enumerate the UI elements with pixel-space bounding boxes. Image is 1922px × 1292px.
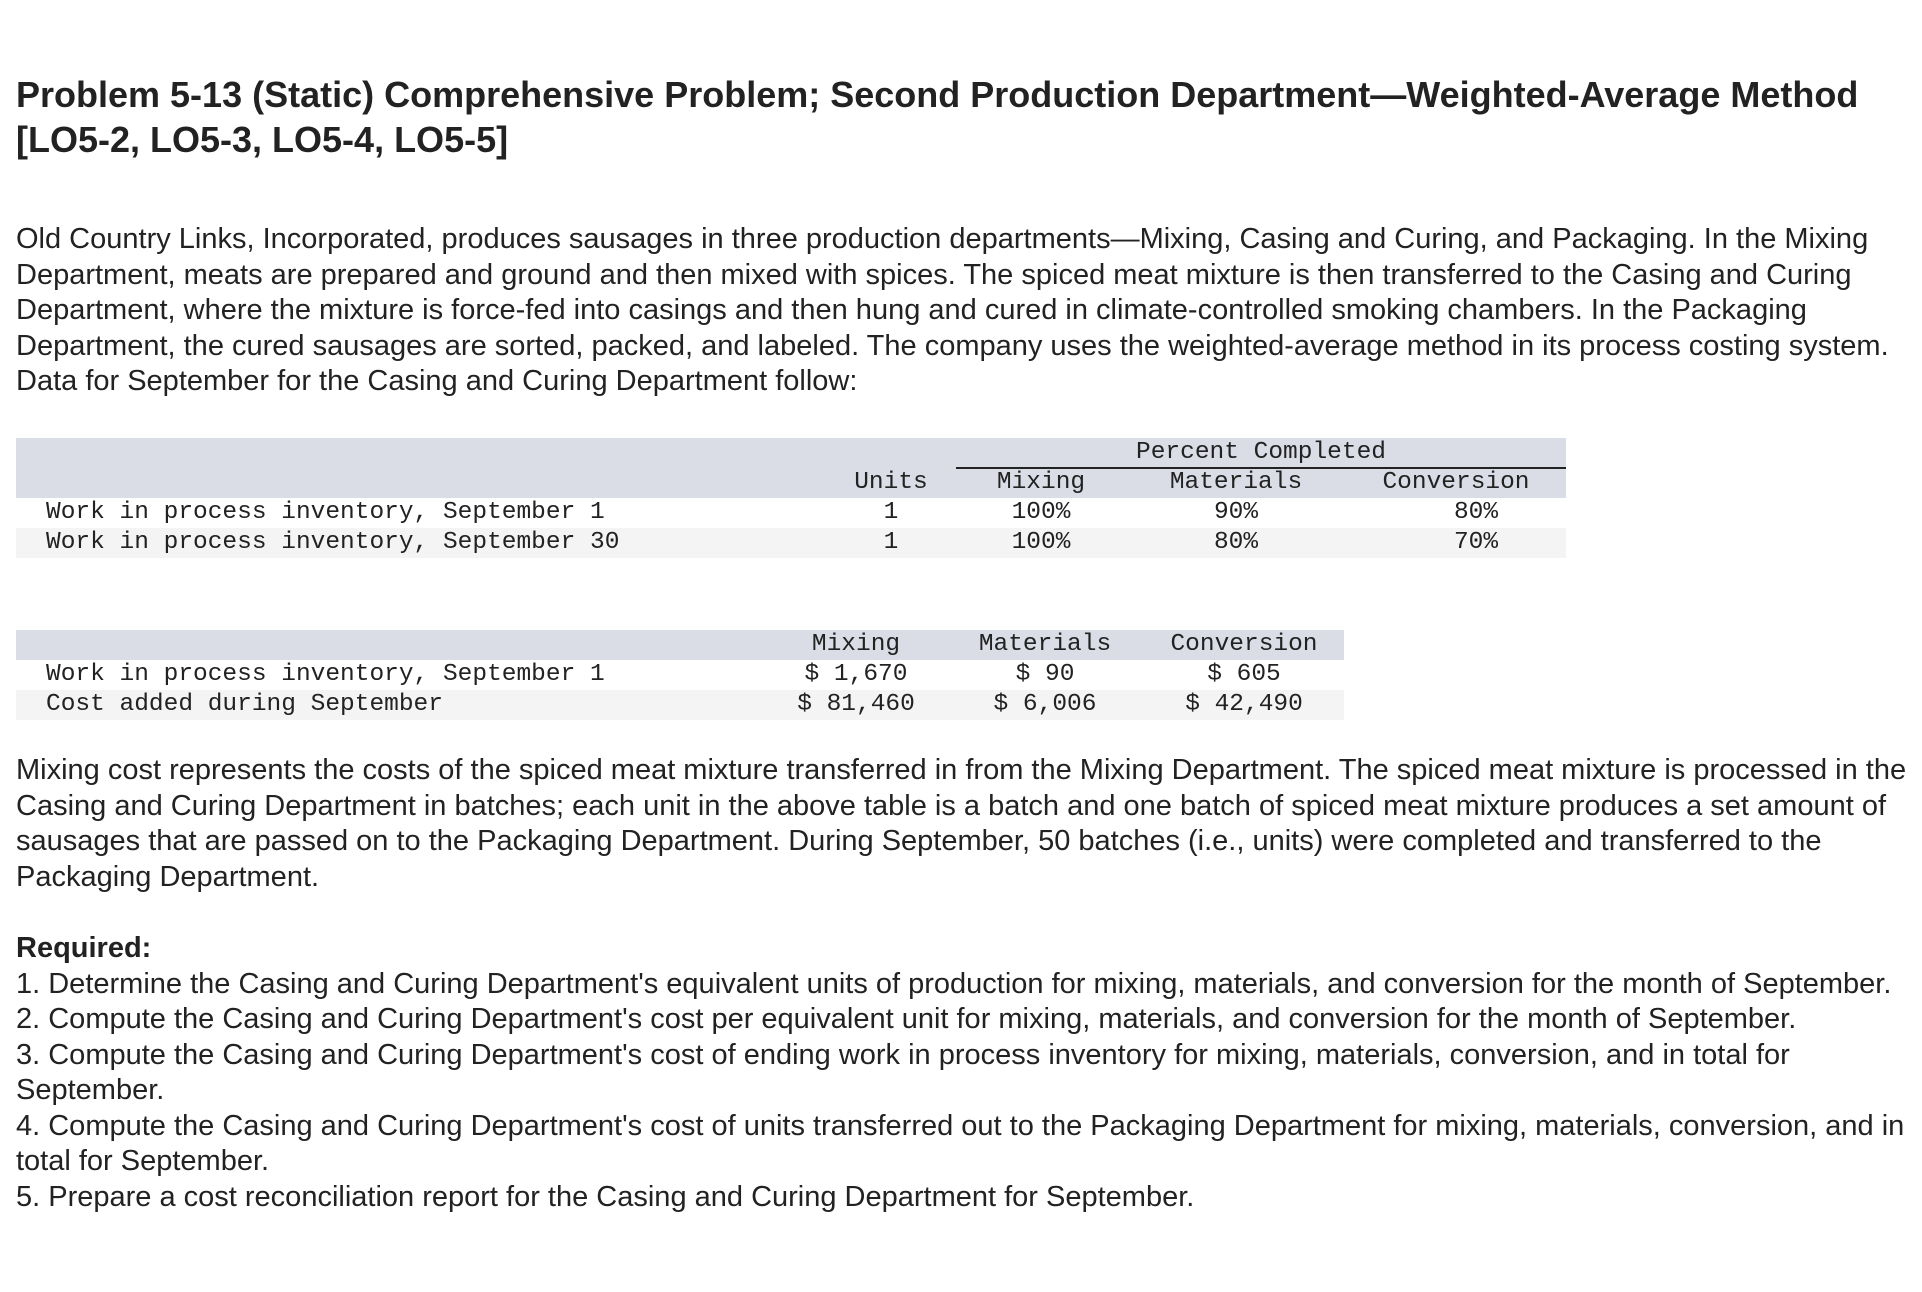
col-header-mixing: Mixing: [956, 468, 1126, 498]
col-header-materials: Materials: [1126, 468, 1346, 498]
units-cell: 1: [826, 498, 956, 528]
table-row: Cost added during September $ 81,460 $ 6…: [16, 690, 1344, 720]
table-row: Work in process inventory, September 1 1…: [16, 498, 1567, 528]
materials-cell: 80%: [1126, 528, 1346, 558]
units-table-header-row: Units Mixing Materials Conversion: [16, 468, 1567, 498]
required-item-2: 2. Compute the Casing and Curing Departm…: [16, 1003, 1797, 1035]
col-header-units: Units: [826, 468, 956, 498]
required-item-5: 5. Prepare a cost reconciliation report …: [16, 1180, 1195, 1213]
mixing-cost-paragraph: Mixing cost represents the costs of the …: [16, 754, 1907, 893]
units-cell: 1: [826, 528, 956, 558]
required-section: Required: 1. Determine the Casing and Cu…: [16, 931, 1911, 1215]
col-header-materials: Materials: [946, 630, 1144, 660]
mixing-cost-cell: $ 1,670: [766, 660, 946, 690]
cost-table-header-row: Mixing Materials Conversion: [16, 630, 1344, 660]
conversion-cost-cell: $ 605: [1144, 660, 1344, 690]
materials-cost-cell: $ 90: [946, 660, 1144, 690]
mixing-cell: 100%: [956, 528, 1126, 558]
conversion-cost-cell: $ 42,490: [1144, 690, 1344, 720]
row-label: Work in process inventory, September 1: [16, 660, 766, 690]
cost-table: Mixing Materials Conversion Work in proc…: [16, 630, 1344, 720]
col-header-conversion: Conversion: [1144, 630, 1344, 660]
col-header-conversion: Conversion: [1346, 468, 1567, 498]
required-item-4: 4. Compute the Casing and Curing Departm…: [16, 1109, 1905, 1178]
conversion-cell: 70%: [1346, 528, 1567, 558]
intro-paragraph: Old Country Links, Incorporated, produce…: [16, 223, 1889, 397]
mixing-cell: 100%: [956, 498, 1126, 528]
units-table-group-header-row: Percent Completed: [16, 438, 1567, 468]
row-label: Cost added during September: [16, 690, 766, 720]
required-item-3: 3. Compute the Casing and Curing Departm…: [16, 1038, 1790, 1107]
row-label: Work in process inventory, September 1: [16, 498, 826, 528]
materials-cell: 90%: [1126, 498, 1346, 528]
percent-completed-header: Percent Completed: [956, 438, 1567, 468]
table-row: Work in process inventory, September 30 …: [16, 528, 1567, 558]
conversion-cell: 80%: [1346, 498, 1567, 528]
col-header-mixing: Mixing: [766, 630, 946, 660]
materials-cost-cell: $ 6,006: [946, 690, 1144, 720]
row-label: Work in process inventory, September 30: [16, 528, 826, 558]
mixing-cost-cell: $ 81,460: [766, 690, 946, 720]
table-row: Work in process inventory, September 1 $…: [16, 660, 1344, 690]
required-item-1: 1. Determine the Casing and Curing Depar…: [16, 967, 1892, 1000]
problem-title: Problem 5-13 (Static) Comprehensive Prob…: [16, 74, 1859, 160]
required-heading: Required:: [16, 932, 152, 964]
percent-completed-underline: [956, 467, 1566, 469]
units-percent-table: Percent Completed Units Mixing Materials…: [16, 438, 1567, 558]
